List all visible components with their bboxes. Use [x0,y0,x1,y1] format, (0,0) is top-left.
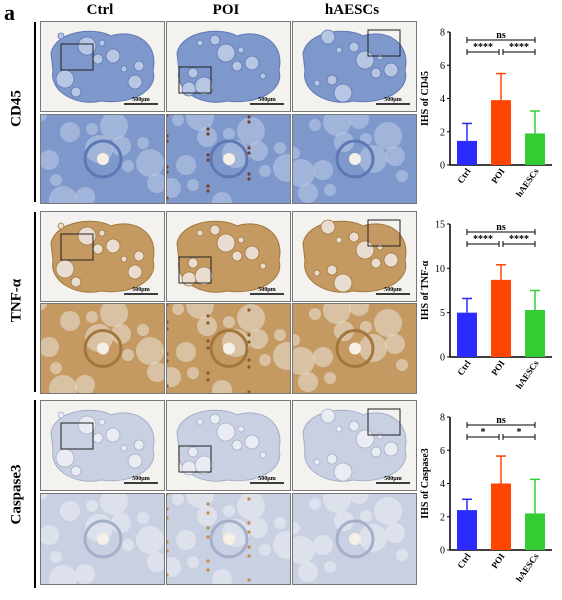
sig-label-tnf-0: ns [496,222,506,233]
micrograph-caspase3-haescs-high [292,493,417,585]
y-axis-label-caspase3: IHS of Caspase3 [420,448,431,519]
sig-label-tnf-1: **** [473,234,493,245]
x-tick-label-cd45-poi: POI [489,166,507,185]
y-tick-label-caspase3-2: 4 [440,479,445,490]
sig-label-cd45-2: **** [509,42,529,53]
chart-tnf: 0 5 10 15 IHS of TNF-α Ctrl POI hAESCs ns**** ***… [420,220,552,391]
x-tick-label-cd45-haescs: hAESCs [514,166,541,199]
bar-cd45-ctrl [457,140,477,165]
x-tick-label-tnf-poi: POI [489,358,507,377]
bar-caspase3-ctrl [457,510,477,550]
sig-label-cd45-1: **** [473,42,493,53]
micrograph-tnf-ctrl-high [40,303,165,394]
y-axis-label-cd45: IHS of CD45 [420,71,431,126]
micrograph-cd45-haescs-high [292,114,417,204]
x-tick-label-caspase3-poi: POI [489,551,507,570]
chart-cd45: 0 2 4 6 8 IHS of CD45 Ctrl POI hAESCs ns**** **** [420,28,552,199]
panel-letter: a [4,0,15,25]
bar-tnf-haescs [525,310,545,357]
x-tick-label-tnf-haescs: hAESCs [514,358,541,391]
micrograph-tnf-poi-high [166,303,291,394]
micrograph-cd45-ctrl-low: 500μm [40,21,165,112]
micrograph-caspase3-poi-low: 500μm [166,400,291,491]
sig-label-tnf-2: **** [509,234,529,245]
y-tick-label-cd45-2: 4 [440,94,445,105]
row-separator-tnf [34,212,36,392]
micrograph-caspase3-poi-high [166,493,291,585]
y-tick-label-caspase3-4: 8 [440,413,445,424]
sig-label-caspase3-1: * [481,427,486,438]
bar-cd45-haescs [525,133,545,165]
svg-text:500μm: 500μm [384,476,401,482]
y-tick-label-cd45-4: 8 [440,28,445,39]
micrograph-tnf-poi-low: 500μm [166,211,291,302]
y-tick-label-cd45-3: 6 [440,61,445,72]
svg-text:500μm: 500μm [258,97,275,103]
micrograph-caspase3-ctrl-high [40,493,165,585]
row-label-tnf: TNF-α [8,278,25,323]
micrograph-caspase3-haescs-low: 500μm [292,400,417,491]
y-tick-label-caspase3-0: 0 [440,546,445,557]
bar-tnf-poi [491,279,511,357]
y-axis-label-tnf: IHS of TNF-α [420,260,431,320]
micrograph-tnf-ctrl-low: 500μm [40,211,165,302]
column-header-poi: POI [212,2,240,18]
svg-text:500μm: 500μm [132,476,149,482]
bar-tnf-ctrl [457,312,477,357]
micrograph-cd45-poi-low: 500μm [166,21,291,112]
micrograph-cd45-ctrl-high [40,114,165,204]
row-label-cd45: CD45 [8,90,25,127]
micrograph-caspase3-ctrl-low: 500μm [40,400,165,491]
column-header-ctrl: Ctrl [86,2,114,18]
y-tick-label-caspase3-3: 6 [440,446,445,457]
chart-caspase3: 0 2 4 6 8 IHS of Caspase3 Ctrl POI hAESCs ns * * [420,413,552,584]
micrograph-cd45-poi-high [166,114,291,204]
micrograph-cd45-haescs-low: 500μm [292,21,417,112]
y-tick-label-cd45-0: 0 [440,161,445,172]
x-tick-label-caspase3-ctrl: Ctrl [455,551,473,570]
y-tick-label-tnf-3: 15 [435,220,445,231]
micrograph-tnf-haescs-low: 500μm [292,211,417,302]
y-tick-label-tnf-0: 0 [440,353,445,364]
row-separator-caspase3 [34,400,36,588]
svg-text:500μm: 500μm [384,287,401,293]
y-tick-label-caspase3-1: 2 [440,512,445,523]
bar-cd45-poi [491,100,511,165]
sig-label-cd45-0: ns [496,30,506,41]
x-tick-label-caspase3-haescs: hAESCs [514,551,541,584]
column-header-haescs: hAESCs [324,2,380,18]
svg-text:500μm: 500μm [384,97,401,103]
svg-text:500μm: 500μm [132,97,149,103]
x-tick-label-cd45-ctrl: Ctrl [455,166,473,185]
x-tick-label-tnf-ctrl: Ctrl [455,358,473,377]
sig-label-caspase3-0: ns [496,415,506,426]
svg-text:500μm: 500μm [258,287,275,293]
y-tick-label-cd45-1: 2 [440,127,445,138]
y-tick-label-tnf-1: 5 [440,308,445,319]
bar-caspase3-haescs [525,513,545,550]
bar-caspase3-poi [491,483,511,550]
sig-label-caspase3-2: * [517,427,522,438]
row-separator-cd45 [34,22,36,202]
micrograph-tnf-haescs-high [292,303,417,394]
svg-text:500μm: 500μm [132,287,149,293]
svg-text:500μm: 500μm [258,476,275,482]
y-tick-label-tnf-2: 10 [435,264,445,275]
row-label-caspase3: Caspase3 [8,464,25,525]
